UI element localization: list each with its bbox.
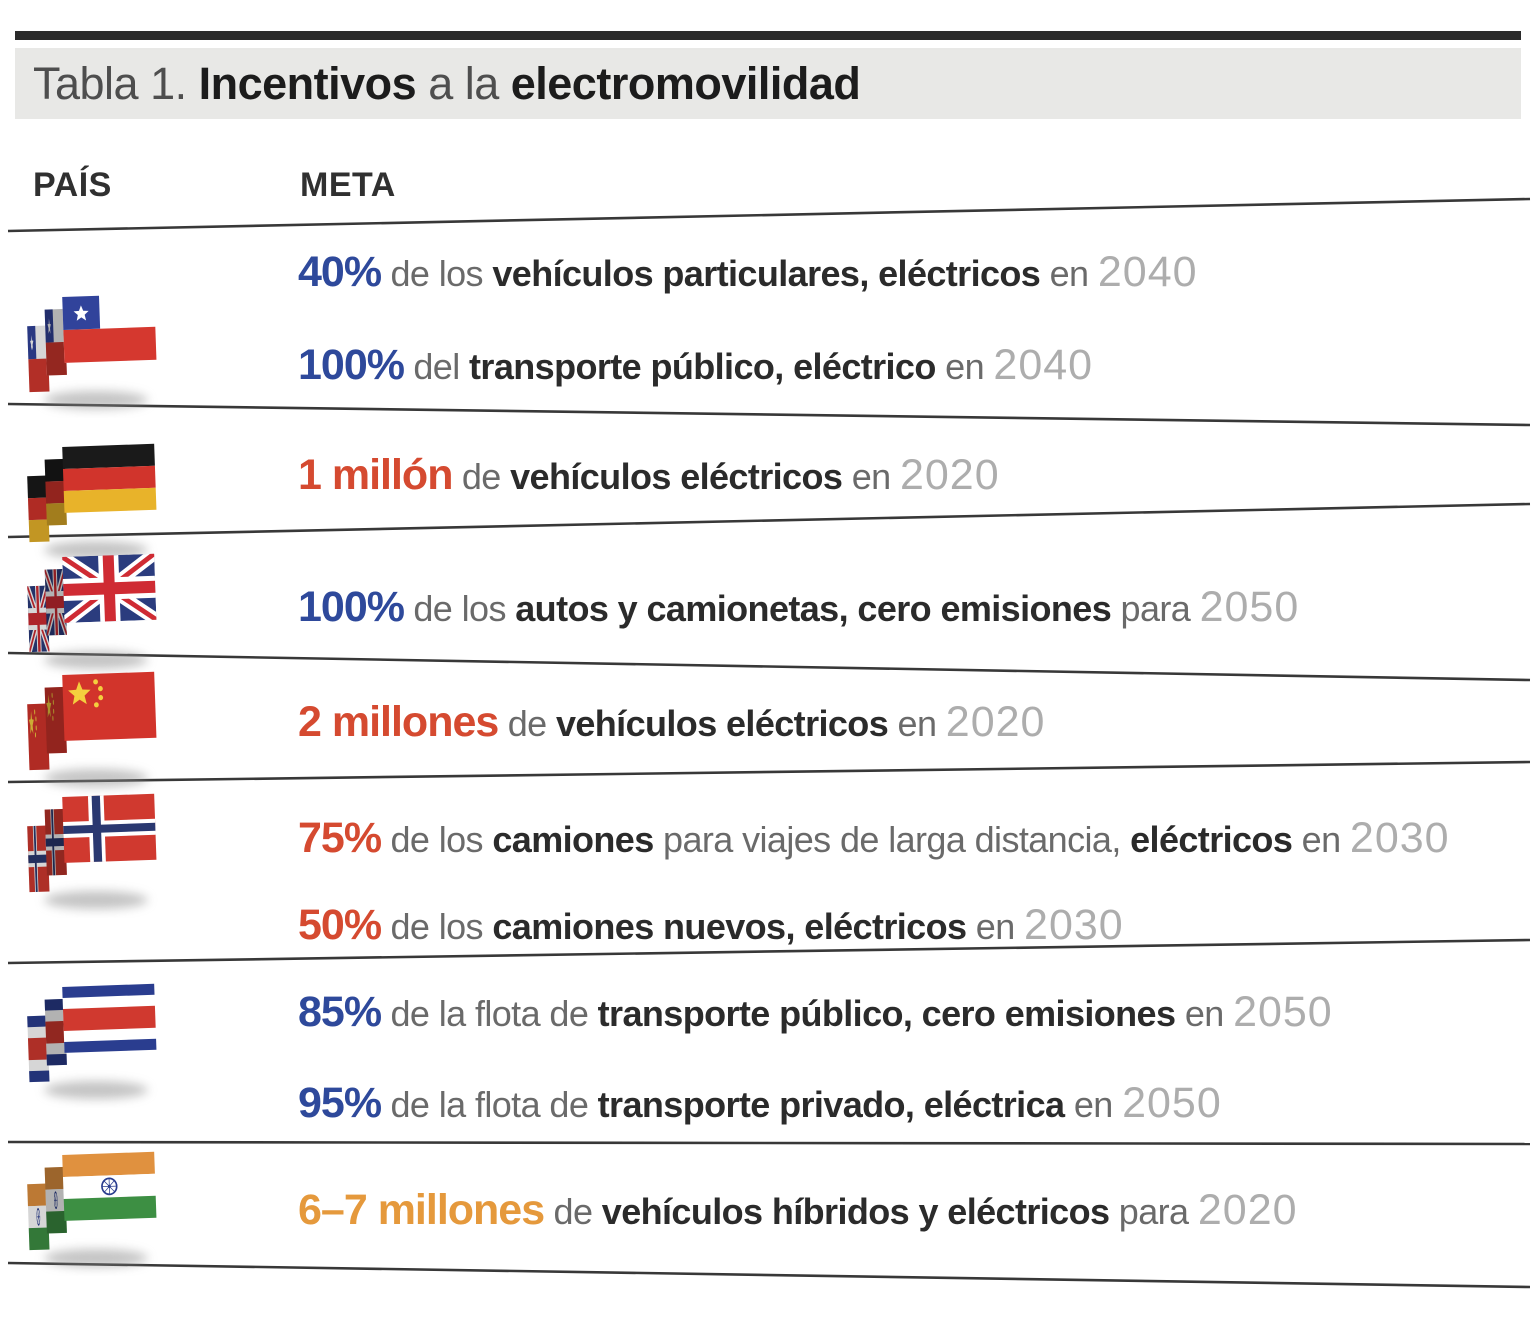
goal-line: 6–7 millones de vehículos híbridos y elé…: [298, 1186, 1298, 1234]
goal-line: 75% de los camiones para viajes de larga…: [298, 814, 1450, 862]
top-rule: [15, 31, 1521, 40]
germany-flag-icon: [16, 438, 166, 568]
goal-line: 2 millones de vehículos eléctricos en 20…: [298, 698, 1046, 746]
goal-line: 40% de los vehículos particulares, eléct…: [298, 248, 1198, 296]
china-flag-icon: [16, 666, 166, 796]
chile-flag-icon: [16, 288, 166, 418]
goal-line: 50% de los camiones nuevos, eléctricos e…: [298, 901, 1124, 949]
costa-rica-flag-icon: [16, 978, 166, 1108]
norway-flag-icon: [16, 788, 166, 918]
page-title: Tabla 1. Incentivos a la electromovilida…: [33, 57, 861, 109]
india-flag-icon: [16, 1146, 166, 1276]
goal-line: 95% de la flota de transporte privado, e…: [298, 1079, 1222, 1127]
column-header-meta: META: [300, 166, 396, 204]
goal-line: 100% del transporte público, eléctrico e…: [298, 341, 1094, 389]
title-band: Tabla 1. Incentivos a la electromovilida…: [15, 48, 1521, 119]
goal-line: 100% de los autos y camionetas, cero emi…: [298, 583, 1300, 631]
goal-line: 1 millón de vehículos eléctricos en 2020: [298, 451, 1000, 499]
uk-flag-icon: [16, 548, 166, 678]
goal-line: 85% de la flota de transporte público, c…: [298, 988, 1333, 1036]
column-header-pais: PAÍS: [33, 166, 112, 204]
